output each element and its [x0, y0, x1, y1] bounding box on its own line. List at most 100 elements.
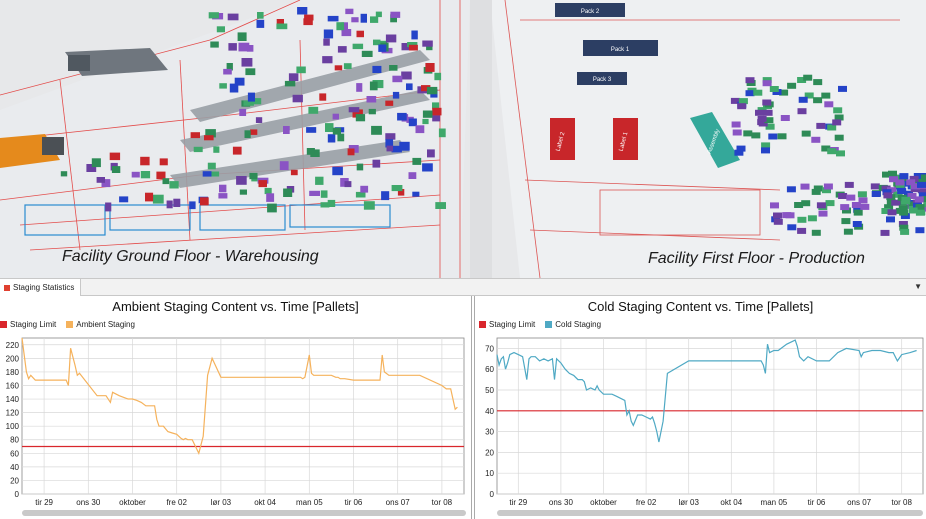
pallet — [370, 16, 379, 23]
pallet — [811, 136, 821, 143]
pallet — [389, 65, 398, 71]
y-tick-label: 20 — [10, 476, 19, 485]
pallet — [352, 43, 364, 50]
pallet — [368, 108, 376, 115]
pallet — [60, 171, 68, 177]
plot-area — [21, 337, 465, 495]
pallet — [901, 196, 911, 203]
y-tick-label: 220 — [6, 341, 20, 350]
legend-item-cold-staging[interactable]: Cold Staging — [545, 320, 601, 329]
pallet — [803, 74, 813, 81]
pallet — [111, 166, 121, 173]
pallet — [345, 8, 354, 15]
pallet — [216, 26, 225, 33]
pallet — [226, 63, 233, 71]
pallet — [412, 191, 420, 197]
x-tick-label: ons 30 — [549, 498, 574, 507]
tab-menu-icon[interactable]: ▼ — [914, 282, 922, 291]
ambient-staging-chart[interactable]: 0 20 40 60 80 100 120 140 160 180 200 220 tir 29 ons … — [0, 332, 472, 517]
pallet — [159, 158, 168, 166]
pallet — [813, 97, 823, 104]
pallet — [327, 15, 339, 22]
pallet — [871, 191, 881, 197]
pallet — [818, 210, 828, 217]
pallet — [363, 201, 375, 210]
legend-item-staging-limit[interactable]: Staging Limit — [0, 320, 56, 329]
pallet — [204, 135, 214, 141]
pallet — [434, 72, 442, 81]
pallet — [276, 19, 284, 26]
ground-floor-label: Facility Ground Floor - Warehousing — [62, 248, 319, 265]
legend-item-staging-limit[interactable]: Staging Limit — [479, 320, 535, 329]
pallet — [432, 115, 441, 122]
pallet — [152, 194, 164, 204]
pallet — [773, 212, 782, 219]
pallet — [852, 221, 862, 227]
pallet — [245, 68, 256, 76]
pallet — [391, 145, 402, 153]
pallet — [399, 141, 410, 151]
y-tick-label: 60 — [10, 449, 19, 458]
pallet — [807, 215, 817, 222]
pallet — [779, 89, 789, 96]
pallet — [360, 13, 367, 23]
chart-icon — [4, 284, 10, 291]
pallet — [920, 174, 926, 181]
pallet — [304, 14, 314, 21]
pallet — [923, 201, 926, 208]
pallet — [813, 185, 823, 192]
svg-text:Pack 1: Pack 1 — [611, 47, 630, 53]
pallet — [415, 125, 425, 134]
facility-3d-canvas[interactable]: Pack 2 Pack 1 Pack 3 Label 2 Label 1 Ass… — [0, 0, 926, 278]
facility-3d-view[interactable]: Pack 2 Pack 1 Pack 3 Label 2 Label 1 Ass… — [0, 0, 926, 278]
pallet — [372, 80, 384, 89]
pallet — [258, 180, 267, 188]
pallet — [341, 22, 348, 32]
pallet — [325, 123, 334, 132]
pallet — [751, 132, 761, 139]
legend-item-ambient-staging[interactable]: Ambient Staging — [66, 320, 135, 329]
pallet — [385, 34, 397, 43]
pallet — [207, 162, 216, 170]
pallet — [824, 101, 834, 108]
tab-staging-statistics[interactable]: Staging Statistics — [0, 279, 82, 296]
pallet — [375, 11, 382, 18]
pallet — [145, 192, 154, 202]
pallet — [140, 171, 151, 179]
pallet — [228, 43, 237, 51]
pallet — [308, 106, 319, 114]
pallet — [264, 187, 272, 195]
cold-staging-chart[interactable]: 0 10 20 30 40 50 60 70 tir 29 ons 30 oktober fre 02… — [475, 332, 926, 517]
pallet — [821, 92, 831, 99]
pallet — [86, 164, 97, 172]
pallet — [900, 228, 910, 235]
pallet — [841, 218, 851, 225]
pallet — [821, 145, 831, 152]
pallet — [816, 202, 826, 209]
legend-swatch — [0, 321, 7, 328]
svg-text:Label 1: Label 1 — [619, 131, 630, 152]
pallet — [827, 148, 837, 155]
pallet — [762, 77, 772, 84]
pallet — [283, 188, 293, 197]
pallet — [292, 94, 303, 103]
pallet — [237, 32, 247, 41]
pallet — [853, 209, 863, 216]
pallet — [769, 86, 779, 92]
pallet — [320, 202, 330, 208]
pallet — [825, 200, 835, 207]
pallet — [914, 196, 924, 203]
pallet — [336, 22, 345, 31]
pallet — [306, 127, 317, 133]
pallet — [279, 161, 289, 171]
pallet — [361, 50, 373, 57]
ambient-staging-panel: Ambient Staging Content vs. Time [Pallet… — [0, 296, 472, 519]
pallet — [334, 65, 343, 71]
pallet — [234, 77, 245, 86]
pallet — [381, 191, 390, 201]
pallet — [763, 109, 773, 116]
pallet — [356, 163, 364, 171]
chart-scrollbar[interactable] — [497, 510, 923, 516]
chart-scrollbar[interactable] — [22, 510, 466, 516]
